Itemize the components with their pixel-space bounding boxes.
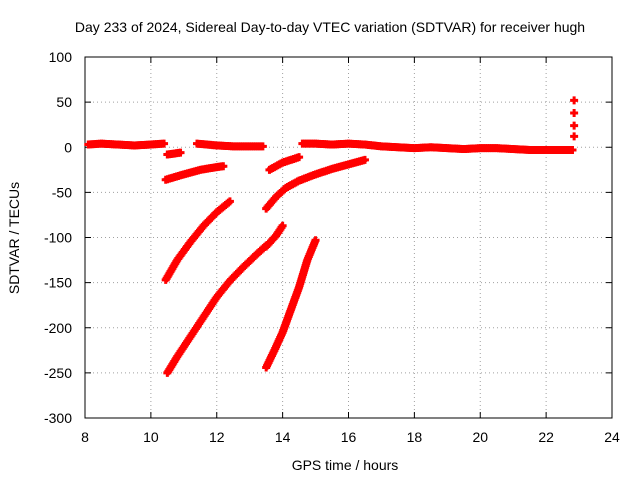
data-point: [258, 142, 267, 151]
data-point: [570, 121, 579, 130]
data-point: [570, 96, 579, 105]
y-tick-label: -300: [44, 410, 72, 426]
x-tick-label: 16: [341, 429, 357, 445]
data-point: [570, 108, 579, 117]
series-arc-8: [262, 221, 287, 251]
data-point: [160, 139, 169, 148]
y-tick-label: -150: [44, 275, 72, 291]
x-axis-label: GPS time / hours: [292, 457, 399, 473]
y-tick-label: -50: [52, 184, 72, 200]
y-tick-label: 0: [64, 139, 72, 155]
series-arc-5: [163, 241, 271, 377]
data-point: [278, 221, 287, 230]
data-point: [570, 132, 579, 141]
data-points: [84, 96, 579, 377]
x-tick-label: 18: [407, 429, 423, 445]
x-tick-label: 8: [81, 429, 89, 445]
y-tick-label: 50: [56, 94, 72, 110]
grid-lines: [85, 57, 612, 418]
x-tick-label: 10: [143, 429, 159, 445]
y-tick-label: -100: [44, 230, 72, 246]
axis-ticks: 8 10 12 14 16 18 20 22 24 100 50 0 -50 -100 -150 -200 -2…: [44, 49, 620, 445]
data-point: [360, 155, 369, 164]
y-tick-label: 100: [49, 49, 73, 65]
x-tick-label: 20: [472, 429, 488, 445]
x-tick-label: 22: [538, 429, 554, 445]
data-point: [225, 197, 234, 206]
series-arc-7: [262, 236, 320, 372]
x-tick-label: 14: [275, 429, 291, 445]
series-arc-1: [84, 139, 169, 150]
series-arc-2: [163, 148, 185, 159]
data-point: [311, 236, 320, 245]
data-point: [219, 162, 228, 171]
series-arc-4: [161, 197, 234, 284]
series-arc-6: [192, 139, 267, 151]
series-arc-10: [265, 153, 304, 174]
x-tick-label: 24: [604, 429, 620, 445]
series-arc-12: [570, 96, 579, 141]
series-arc-9: [262, 155, 369, 213]
data-point: [295, 153, 304, 162]
x-tick-label: 12: [209, 429, 225, 445]
y-axis-label: SDTVAR / TECUs: [6, 182, 22, 294]
series-arc-11: [298, 139, 577, 154]
y-tick-label: -250: [44, 365, 72, 381]
y-tick-label: -200: [44, 320, 72, 336]
data-point: [176, 148, 185, 157]
series-arc-3: [161, 162, 228, 184]
chart-title: Day 233 of 2024, Sidereal Day-to-day VTE…: [75, 19, 585, 35]
data-point: [568, 145, 577, 154]
